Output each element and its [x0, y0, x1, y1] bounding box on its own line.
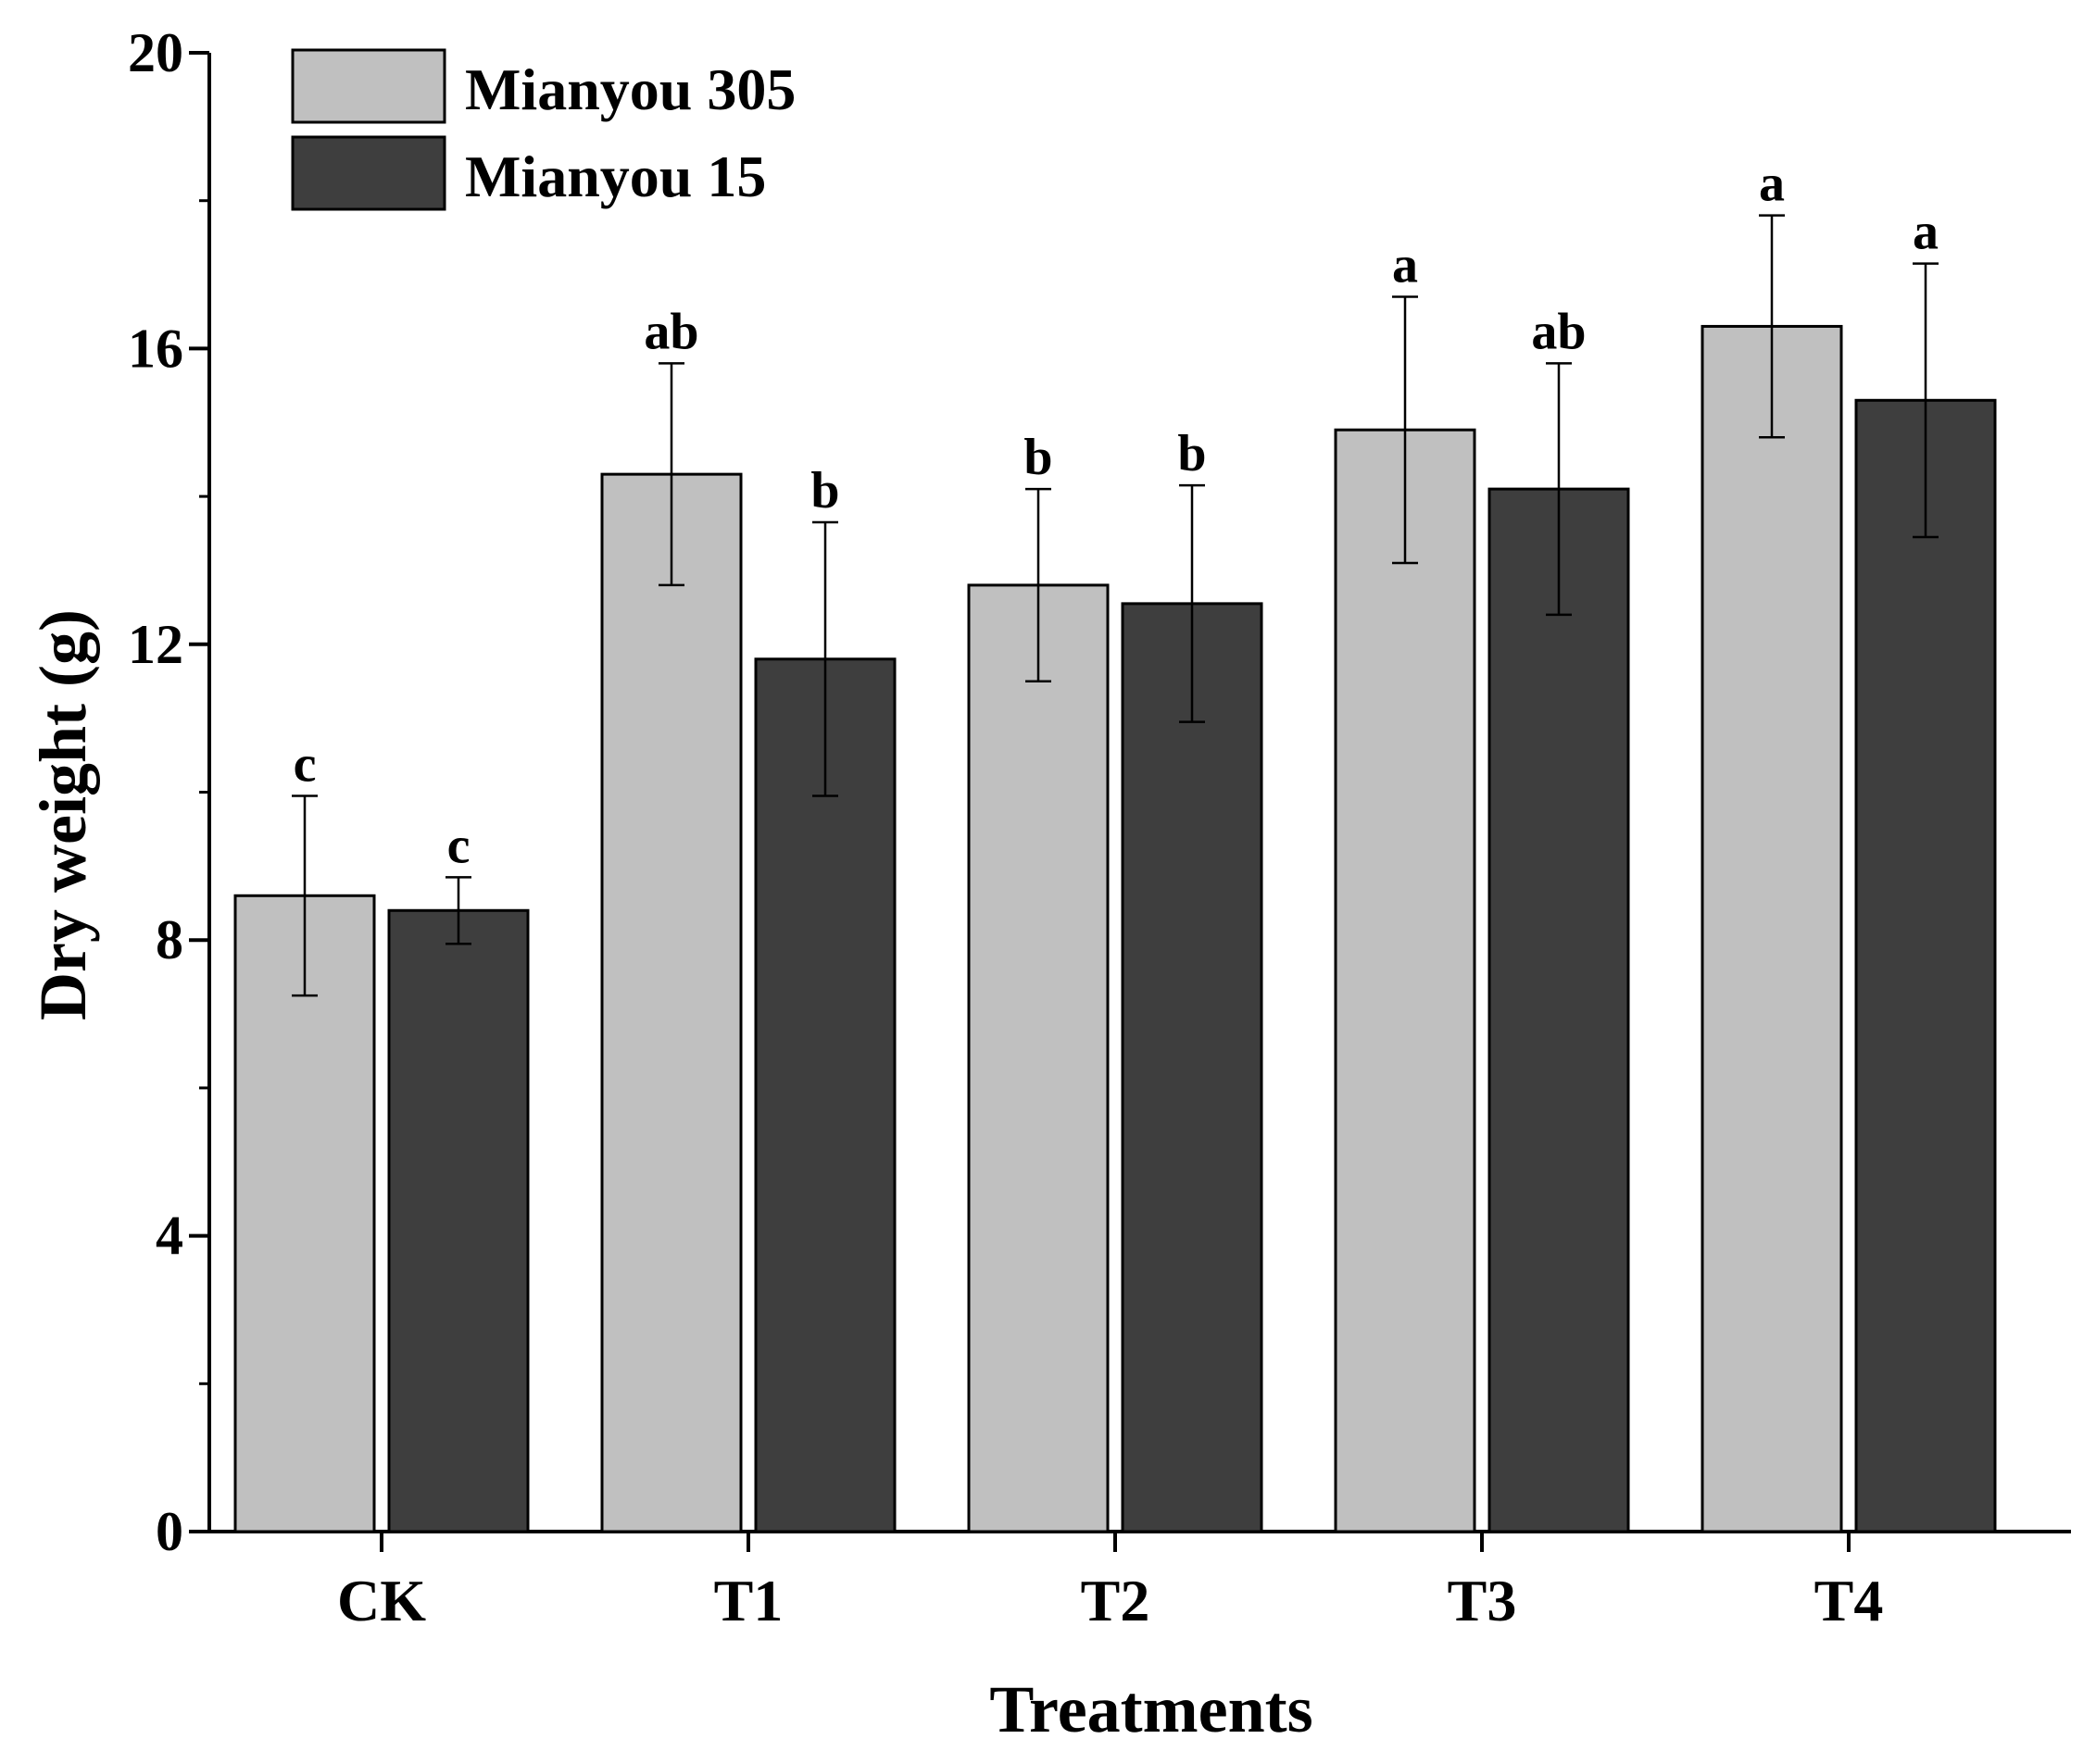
y-tick-label: 16 — [128, 318, 183, 379]
bar-mianyou-305-t3 — [1334, 428, 1476, 1533]
bar-mianyou-15-t4 — [1854, 398, 1997, 1533]
significance-label-mianyou-15-t2: b — [1177, 425, 1206, 482]
x-axis-title: Treatments — [989, 1672, 1312, 1746]
x-tick-label-t4: T4 — [1814, 1568, 1884, 1633]
significance-label-mianyou-305-ck: c — [294, 735, 317, 793]
significance-label-mianyou-15-t3: ab — [1531, 303, 1586, 360]
significance-label-mianyou-305-t3: a — [1392, 237, 1418, 294]
x-tick-label-t3: T3 — [1448, 1568, 1517, 1633]
legend-label-mianyou-15: Mianyou 15 — [465, 144, 766, 209]
significance-label-mianyou-15-ck: c — [447, 817, 471, 874]
x-tick-label-t2: T2 — [1081, 1568, 1150, 1633]
x-tick-label-t1: T1 — [714, 1568, 784, 1633]
significance-label-mianyou-305-t2: b — [1023, 429, 1052, 486]
legend-swatch-mianyou-15 — [291, 135, 446, 211]
y-axis-title: Dry weight (g) — [26, 609, 100, 1020]
bar-mianyou-15-t2 — [1121, 602, 1263, 1533]
bar-mianyou-305-t4 — [1701, 324, 1843, 1533]
y-tick-label: 4 — [156, 1206, 183, 1267]
legend-label-mianyou-305: Mianyou 305 — [465, 56, 796, 122]
bar-mianyou-305-ck — [233, 894, 376, 1533]
bar-mianyou-305-t2 — [967, 583, 1110, 1533]
bar-mianyou-15-t3 — [1487, 487, 1630, 1533]
significance-label-mianyou-15-t4: a — [1913, 204, 1939, 261]
bar-mianyou-15-ck — [387, 908, 530, 1533]
significance-label-mianyou-305-t4: a — [1759, 156, 1785, 213]
significance-label-mianyou-15-t1: b — [810, 462, 839, 519]
legend: Mianyou 305 Mianyou 15 — [291, 48, 796, 211]
y-tick-label: 20 — [128, 22, 183, 83]
x-tick-label-ck: CK — [337, 1568, 426, 1633]
legend-swatch-mianyou-305 — [291, 48, 446, 124]
y-tick-label: 12 — [128, 614, 183, 675]
bar-mianyou-305-t1 — [600, 472, 743, 1533]
significance-label-mianyou-305-t1: ab — [644, 303, 698, 360]
y-tick-label: 8 — [156, 909, 183, 970]
bar-mianyou-15-t1 — [754, 657, 897, 1533]
y-tick-label: 0 — [156, 1501, 183, 1562]
plot-area: 0 4 8 12 16 20 CK c c T1 ab b T2 b b T3 a ab T4 a a — [128, 22, 2071, 1633]
